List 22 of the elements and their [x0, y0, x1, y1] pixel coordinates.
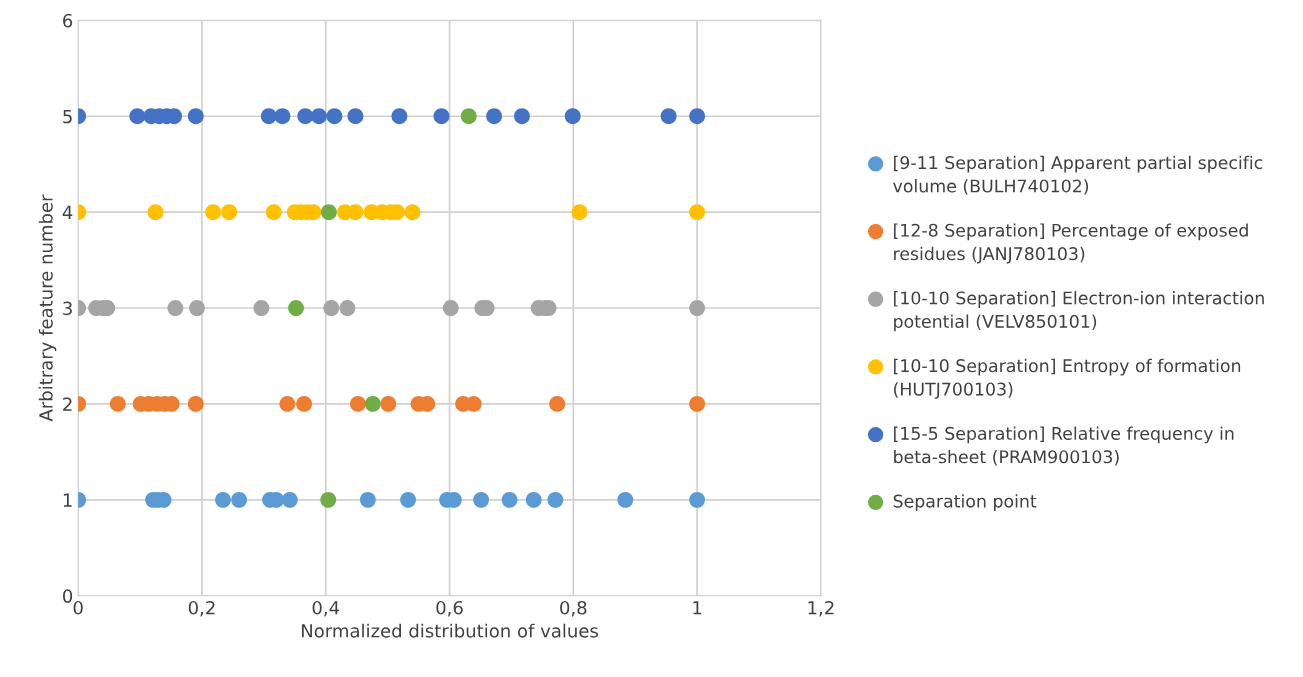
y-axis-title: Arbitrary feature number: [38, 194, 57, 422]
y-tick-label: 1: [63, 493, 72, 507]
y-tick-label: 5: [63, 109, 72, 124]
x-axis-title: Normalized distribution of values: [301, 623, 598, 638]
legend-label: [10-10 Separation] Electron-ion interaction potential (VELV850101): [894, 291, 1264, 332]
x-tick-label: 1,2: [808, 600, 834, 617]
legend-label: [15-5 Separation] Relative frequency in beta-sheet (PRAM900103): [894, 426, 1234, 466]
x-tick-label: 0,4: [312, 600, 340, 617]
y-tick-label: 0: [63, 589, 73, 603]
y-tick-label: 2: [63, 397, 72, 411]
legend-label: [12-8 Separation] Percentage of exposed residues (JANJ780103): [894, 223, 1248, 264]
x-tick-label: 1: [693, 601, 702, 615]
x-tick-label: 0,2: [188, 600, 215, 617]
legend-label: [9-11 Separation] Apparent partial specific volume (BULH740102): [893, 155, 1263, 195]
x-tick-label: 0,6: [436, 600, 463, 617]
legend-label: [10-10 Separation] Entropy of formation (HUTJ700103): [894, 358, 1241, 399]
y-tick-label: 3: [63, 301, 72, 316]
x-tick-label: 0,8: [560, 600, 587, 617]
legend-label: Separation point: [893, 494, 1037, 512]
x-tick-label: 0: [73, 600, 83, 615]
y-tick-label: 6: [63, 13, 73, 28]
y-tick-label: 4: [62, 205, 73, 219]
